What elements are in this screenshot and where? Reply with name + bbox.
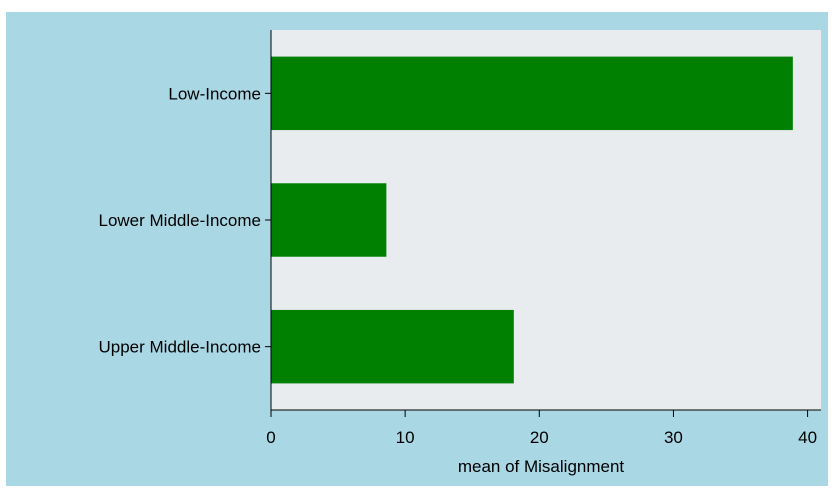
x-tick-label: 20 (530, 428, 549, 447)
category-label: Low-Income (168, 84, 261, 103)
x-ticks-group: 0 10 20 30 40 (266, 410, 817, 447)
bar-lower-middle-income (271, 183, 387, 257)
x-tick-label: 30 (664, 428, 683, 447)
category-label: Upper Middle-Income (98, 338, 261, 357)
x-tick-label: 40 (798, 428, 817, 447)
x-tick-label: 10 (396, 428, 415, 447)
x-axis-title: mean of Misalignment (458, 457, 625, 476)
bar-low-income (271, 56, 793, 131)
bars-group (271, 56, 793, 384)
x-tick-label: 0 (266, 428, 275, 447)
category-labels-group: Low-Income Lower Middle-Income Upper Middl… (98, 84, 271, 357)
category-label: Lower Middle-Income (98, 211, 261, 230)
bar-upper-middle-income (271, 309, 514, 384)
